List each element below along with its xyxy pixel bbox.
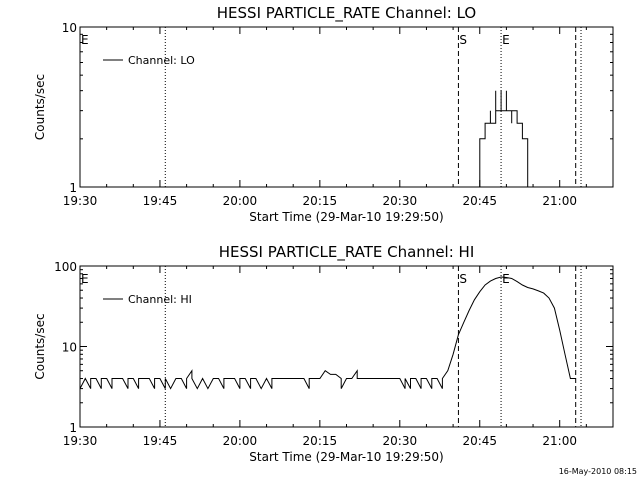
x-tick-label: 20:00 (223, 434, 258, 448)
x-tick-label: 19:30 (63, 434, 98, 448)
y-tick-label: 1 (69, 421, 77, 435)
event-marker-label: E (502, 33, 510, 47)
y-tick-label: 1 (69, 181, 77, 195)
y-tick-label: 100 (54, 260, 77, 274)
x-tick-label: 21:00 (542, 194, 577, 208)
event-marker-label: S (459, 33, 467, 47)
series-line (79, 276, 576, 390)
chart-panel: HESSI PARTICLE_RATE Channel: HI 19:30 19:4… (33, 243, 614, 464)
x-tick-label: 19:45 (143, 434, 178, 448)
x-tick-label: 20:45 (462, 194, 497, 208)
event-marker-label: S (459, 272, 467, 286)
y-axis-label: Counts/sec (33, 313, 47, 379)
chart-title: HESSI PARTICLE_RATE Channel: LO (217, 4, 476, 23)
event-marker-label: E (81, 33, 89, 47)
event-marker-label: E (502, 272, 510, 286)
x-tick-label: 20:45 (462, 434, 497, 448)
x-tick-label: 20:00 (223, 194, 258, 208)
series-line (479, 90, 529, 187)
x-tick-label: 20:15 (303, 194, 338, 208)
x-axis-label: Start Time (29-Mar-10 19:29:50) (249, 450, 443, 464)
x-tick-label: 19:30 (63, 194, 98, 208)
legend-label: Channel: LO (128, 54, 195, 67)
y-tick-label: 10 (62, 21, 77, 35)
x-tick-label: 19:45 (143, 194, 178, 208)
date-stamp: 16-May-2010 08:15 (559, 467, 637, 476)
axes-frame (79, 26, 614, 188)
x-tick-label: 20:15 (303, 434, 338, 448)
y-axis-label: Counts/sec (33, 74, 47, 140)
y-tick-label: 10 (62, 341, 77, 355)
axes-frame (79, 265, 614, 428)
x-axis-label: Start Time (29-Mar-10 19:29:50) (249, 210, 443, 224)
legend-label: Channel: HI (128, 293, 192, 306)
x-tick-label: 21:00 (542, 434, 577, 448)
chart-panel: HESSI PARTICLE_RATE Channel: LO 19:30 19:4… (33, 4, 614, 224)
event-marker-label: E (81, 272, 89, 286)
x-tick-label: 20:30 (383, 434, 418, 448)
x-tick-label: 20:30 (383, 194, 418, 208)
chart-title: HESSI PARTICLE_RATE Channel: HI (219, 243, 475, 262)
